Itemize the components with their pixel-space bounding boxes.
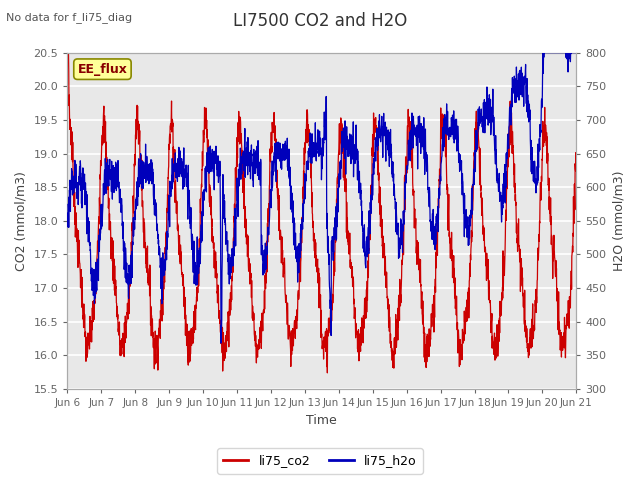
Text: EE_flux: EE_flux <box>77 63 127 76</box>
Text: LI7500 CO2 and H2O: LI7500 CO2 and H2O <box>233 12 407 30</box>
Y-axis label: H2O (mmol/m3): H2O (mmol/m3) <box>612 170 625 271</box>
Text: No data for f_li75_diag: No data for f_li75_diag <box>6 12 132 23</box>
Y-axis label: CO2 (mmol/m3): CO2 (mmol/m3) <box>15 171 28 271</box>
X-axis label: Time: Time <box>307 414 337 427</box>
Legend: li75_co2, li75_h2o: li75_co2, li75_h2o <box>217 448 423 474</box>
